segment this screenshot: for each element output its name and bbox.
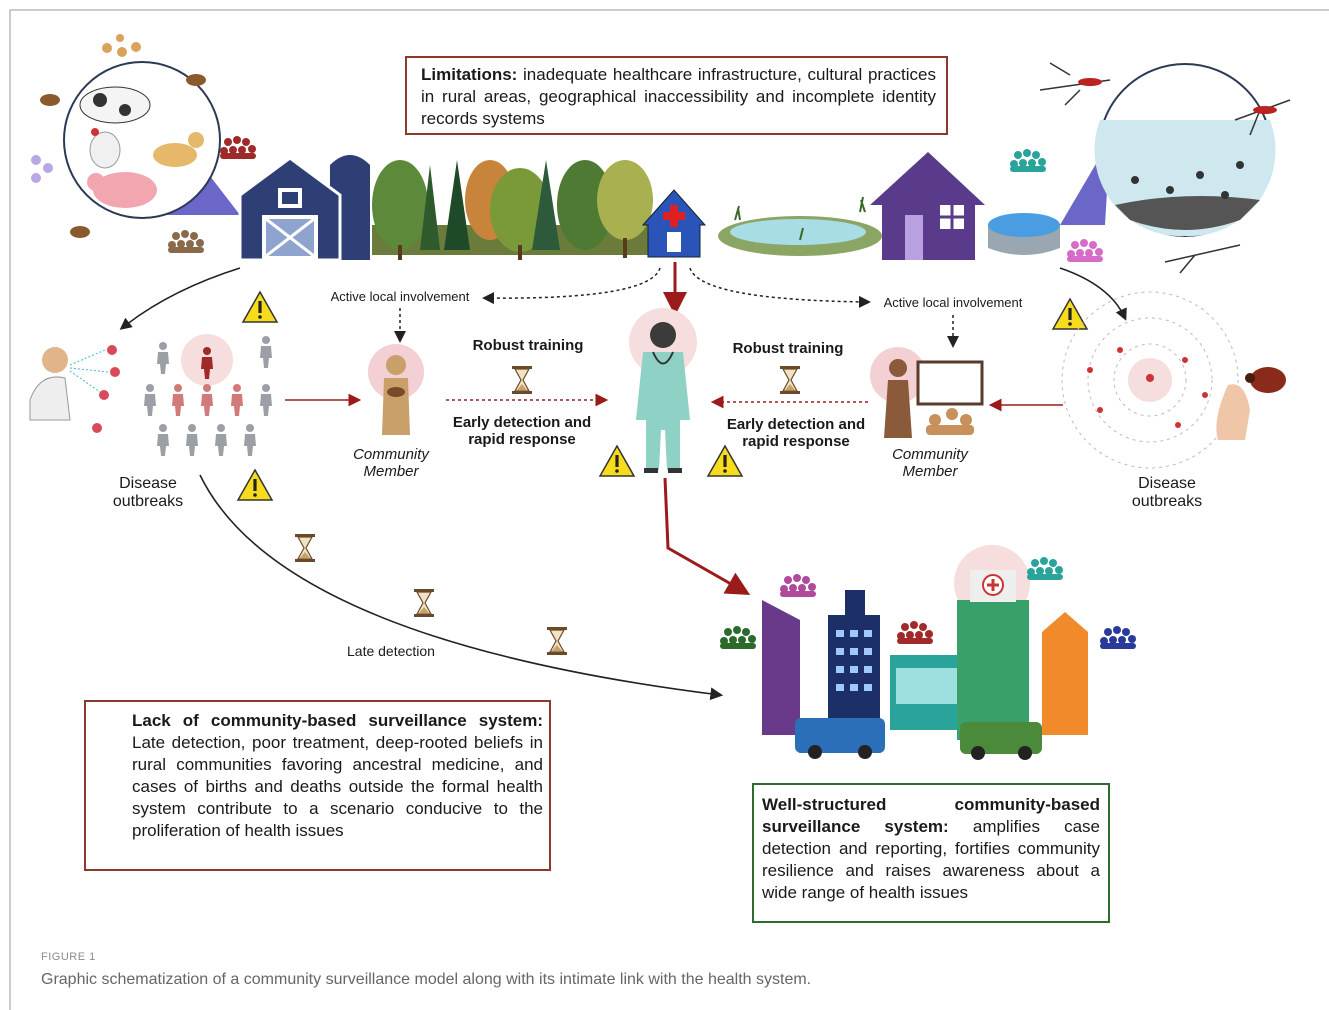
figure-caption: Graphic schematization of a community su… <box>41 971 811 989</box>
crowd <box>780 574 816 597</box>
page-body: Limitations: inadequate healthcare infra… <box>0 0 1329 1010</box>
community-member-right <box>870 347 982 438</box>
crowd <box>1010 149 1046 172</box>
animal-circle <box>64 62 240 218</box>
label: Lack of community-based surveillance sys… <box>132 711 543 730</box>
community-member-left <box>368 344 424 435</box>
limitations-box: Limitations: inadequate healthcare infra… <box>405 56 948 135</box>
crowd <box>1027 557 1063 580</box>
pond <box>718 197 882 256</box>
label: Disease outbreaks <box>1122 475 1212 512</box>
label: Early detection and rapid response <box>716 416 876 451</box>
label: Limitations: <box>421 65 517 84</box>
health-worker <box>629 308 697 473</box>
barn <box>240 155 370 260</box>
sick-person <box>30 345 120 433</box>
label: Late detection <box>347 643 435 659</box>
water-tub <box>988 213 1060 255</box>
forest <box>372 160 657 260</box>
people-network-left <box>144 334 272 456</box>
crowd <box>720 626 756 649</box>
label: Community Member <box>341 446 441 481</box>
label: Robust training <box>450 337 606 354</box>
hourglass-icons <box>295 366 800 655</box>
label: Community Member <box>880 446 980 481</box>
crowd <box>897 621 933 644</box>
page: Community surveillance model {"limitatio… <box>0 0 1329 1010</box>
crowd <box>1067 239 1103 262</box>
label: Disease outbreaks <box>103 475 193 512</box>
lack-box: Lack of community-based surveillance sys… <box>84 700 551 871</box>
crowd <box>1100 626 1136 649</box>
crowd <box>220 136 256 159</box>
label: Early detection and rapid response <box>442 414 602 449</box>
people-network-right <box>1062 292 1286 468</box>
crowd <box>168 230 204 253</box>
well-box: Well-structured community-based surveill… <box>752 783 1110 923</box>
figure-label: FIGURE 1 <box>41 951 96 964</box>
house <box>870 152 985 260</box>
label: Active local involvement <box>862 296 1044 311</box>
text: Late detection, poor treatment, deep-roo… <box>132 733 543 840</box>
water-circle <box>1060 64 1275 236</box>
label: Active local involvement <box>310 290 490 305</box>
label: Robust training <box>710 340 866 357</box>
